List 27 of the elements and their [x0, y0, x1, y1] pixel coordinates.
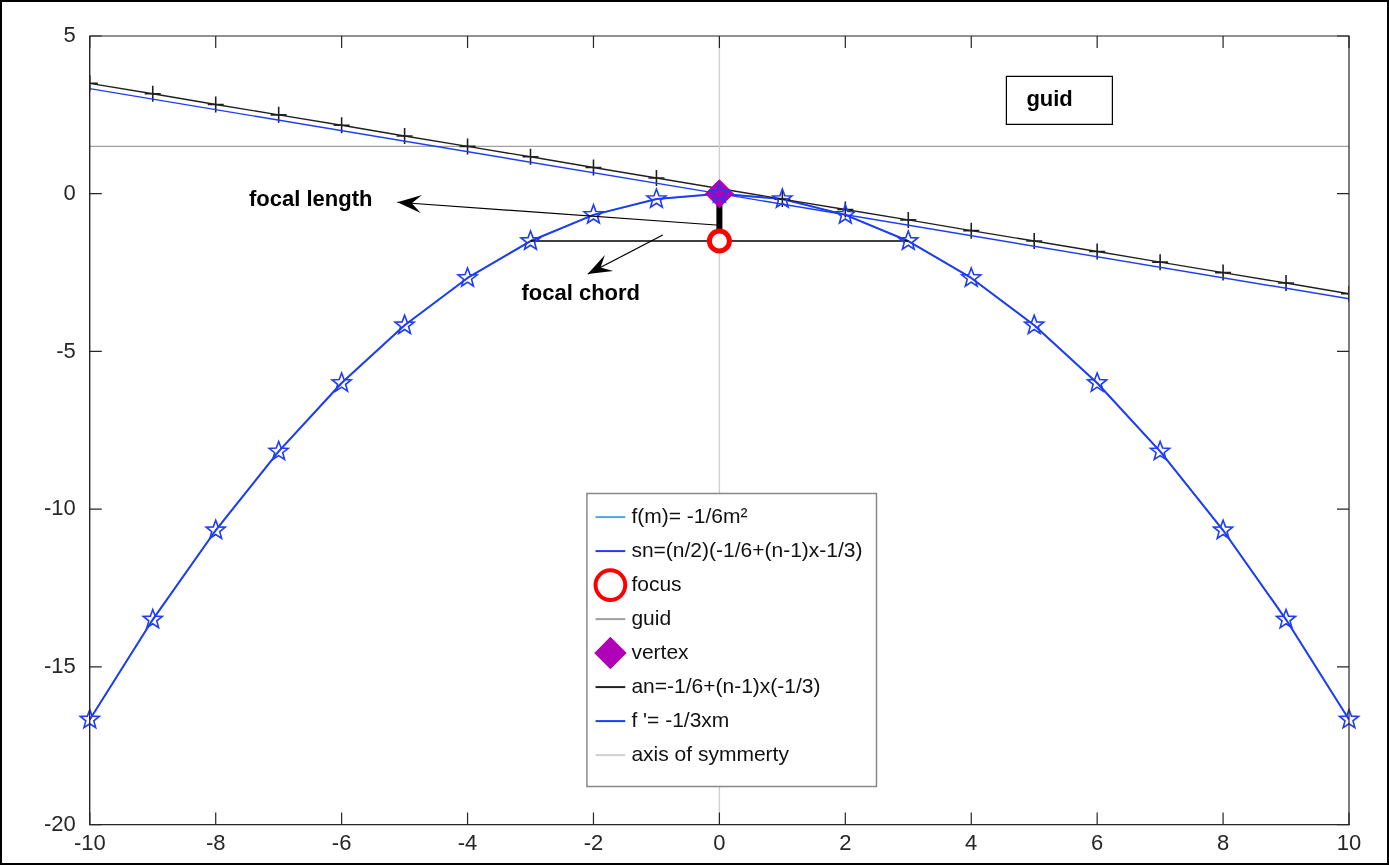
legend-label: vertex — [631, 639, 690, 663]
x-tick-label: -2 — [583, 829, 604, 855]
legend-label: an=-1/6+(n-1)x(-1/3) — [631, 673, 821, 697]
legend-label: f '= -1/3xm — [631, 707, 730, 731]
x-tick-label: 8 — [1216, 829, 1230, 855]
legend-label: focus — [631, 571, 682, 595]
y-tick-label: 0 — [63, 179, 76, 205]
legend-label: f(m)= -1/6m² — [631, 503, 748, 527]
x-tick-label: 4 — [965, 829, 978, 855]
y-tick-label: -5 — [56, 337, 76, 363]
x-tick-label: 2 — [839, 829, 852, 855]
y-tick-label: -10 — [44, 495, 76, 521]
legend-label: guid — [631, 605, 672, 629]
legend-label: axis of symmerty — [631, 741, 790, 765]
x-tick-label: 0 — [713, 829, 726, 855]
annotation: guid — [1026, 86, 1073, 112]
y-tick-label: -15 — [44, 652, 76, 678]
x-tick-label: 6 — [1091, 829, 1104, 855]
y-tick-label: -20 — [44, 810, 76, 836]
x-tick-label: -6 — [331, 829, 352, 855]
x-tick-label: -8 — [205, 829, 226, 855]
x-tick-label: 10 — [1336, 829, 1362, 855]
annotation: focal chord — [521, 280, 641, 306]
annotation: focal length — [248, 186, 373, 212]
legend-label: sn=(n/2)(-1/6+(n-1)x-1/3) — [631, 537, 863, 561]
x-tick-label: -4 — [457, 829, 478, 855]
y-tick-label: 5 — [63, 22, 76, 48]
